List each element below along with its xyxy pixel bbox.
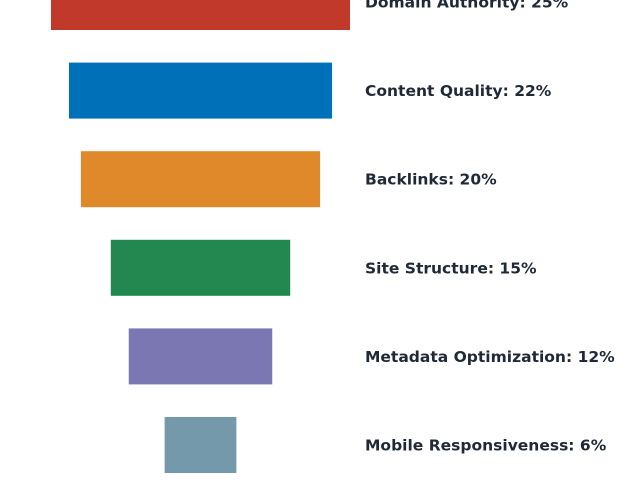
bar-label: Metadata Optimization: 12% (365, 348, 615, 366)
funnel-bar (164, 417, 237, 473)
funnel-bar (68, 62, 333, 119)
funnel-bar (51, 0, 350, 30)
bar-label: Backlinks: 20% (365, 171, 497, 189)
bar-label: Mobile Responsiveness: 6% (365, 437, 607, 455)
bar-label: Content Quality: 22% (365, 82, 552, 100)
funnel-bar (110, 239, 291, 296)
funnel-bar (80, 151, 321, 208)
funnel-bar (128, 328, 273, 385)
bar-label: Site Structure: 15% (365, 259, 537, 277)
bar-label: Domain Authority: 25% (365, 0, 569, 12)
